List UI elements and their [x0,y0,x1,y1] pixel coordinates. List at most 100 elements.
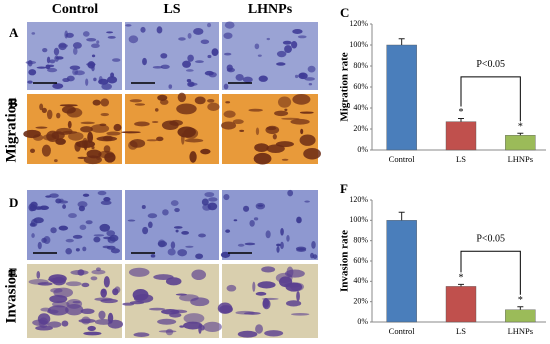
cell [93,77,97,82]
cell [35,325,53,331]
cell [54,55,59,62]
cell [106,230,116,237]
cell [201,198,209,206]
cell [184,138,204,143]
cell [69,65,81,70]
cell [177,92,187,103]
cell [207,22,212,28]
cell [100,200,112,205]
bar [445,121,477,151]
cell [194,96,206,105]
cell [30,148,36,154]
cell [225,101,231,104]
cell [277,96,292,108]
cell [59,104,78,107]
cell [106,31,114,34]
y-tick-label: 100% [349,40,368,49]
y-tick-label: 60% [353,82,368,91]
cell [68,131,84,141]
cell [290,118,310,125]
cell [156,136,164,142]
x-tick-label: Control [389,326,416,336]
y-tick-label: 60% [353,256,368,265]
significance-marker: * [459,273,464,284]
cell [55,138,66,145]
cell [276,62,286,66]
cell [272,133,277,140]
bar [505,309,536,323]
cell [80,121,95,125]
cell [307,65,316,73]
cell [300,128,304,135]
cell [46,56,51,64]
cell [65,304,84,316]
cell [226,284,237,292]
cell [266,37,271,41]
cell [296,216,302,224]
cell [290,312,310,316]
cell [72,42,82,49]
cell [299,111,314,114]
row-label: Migration [3,97,19,163]
cell [248,108,263,112]
panel-letter: B [9,95,18,110]
cell [29,204,37,212]
cell [262,297,270,309]
y-tick-label: 120% [349,19,368,28]
cell [242,76,253,83]
cell [286,235,290,242]
cell [91,43,100,49]
cell [65,281,82,287]
cell [233,219,238,222]
cell [207,54,212,59]
cell [254,43,260,50]
cell [193,28,204,35]
micrograph [125,22,219,90]
cell [42,48,48,53]
cell [83,331,102,336]
cell [80,308,95,315]
cell [200,148,211,155]
cell [175,229,179,233]
cell [243,205,250,212]
cell [261,266,276,273]
x-tick-label: LS [456,154,466,164]
cell [87,325,96,331]
cell [82,137,88,149]
cell [47,305,69,316]
cell [125,24,132,27]
cell [86,38,97,42]
micrograph [222,22,318,90]
cell [50,227,57,234]
cell [94,319,113,325]
cell [287,189,294,197]
cell [170,200,179,206]
cell [85,78,89,86]
x-tick-label: LS [456,326,466,336]
cell [31,233,35,238]
cell [303,148,321,160]
cell [223,83,229,90]
cell [162,209,169,216]
cell [25,60,37,65]
cell [33,134,44,141]
cell [308,82,313,86]
cell [100,112,110,117]
cell [87,61,96,69]
cell [27,80,33,84]
cell [178,37,186,41]
cell [276,246,280,253]
cell [194,60,204,64]
cell [244,242,256,246]
cell [91,146,95,150]
cell [61,320,69,327]
cell [79,224,87,230]
cell [169,312,182,318]
row-label: Invasion [3,268,19,324]
cell [92,99,101,106]
y-axis-title: Migration rate [339,52,351,121]
cell [275,272,293,283]
cell [225,229,231,233]
cell [176,103,197,115]
